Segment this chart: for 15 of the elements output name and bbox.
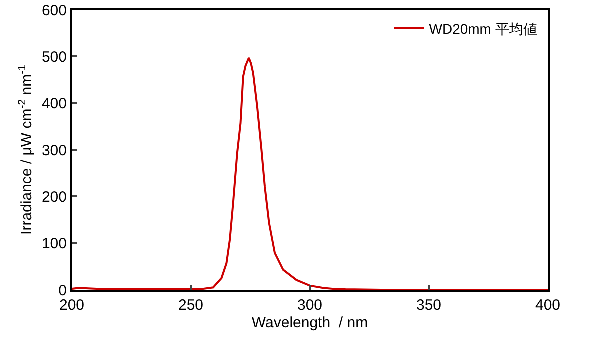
y-tick-label: 0 <box>58 282 67 300</box>
y-tick-label: 500 <box>42 48 67 66</box>
x-tick-label: 250 <box>178 297 204 314</box>
y-tick-label: 100 <box>42 236 67 253</box>
x-tick-label: 350 <box>416 297 442 314</box>
x-tick-label: 200 <box>59 297 85 314</box>
legend-label: WD20mm 平均値 <box>429 20 538 37</box>
y-tick-label: 300 <box>42 142 67 160</box>
x-tick-label: 300 <box>297 297 323 314</box>
y-tick-label: 200 <box>42 188 67 206</box>
y-tick-label: 600 <box>42 2 67 20</box>
line-series <box>72 57 548 290</box>
x-tick-label: 400 <box>535 297 561 314</box>
y-tick-label: 400 <box>42 96 67 113</box>
x-axis-title: Wavelength / nm <box>252 314 368 332</box>
